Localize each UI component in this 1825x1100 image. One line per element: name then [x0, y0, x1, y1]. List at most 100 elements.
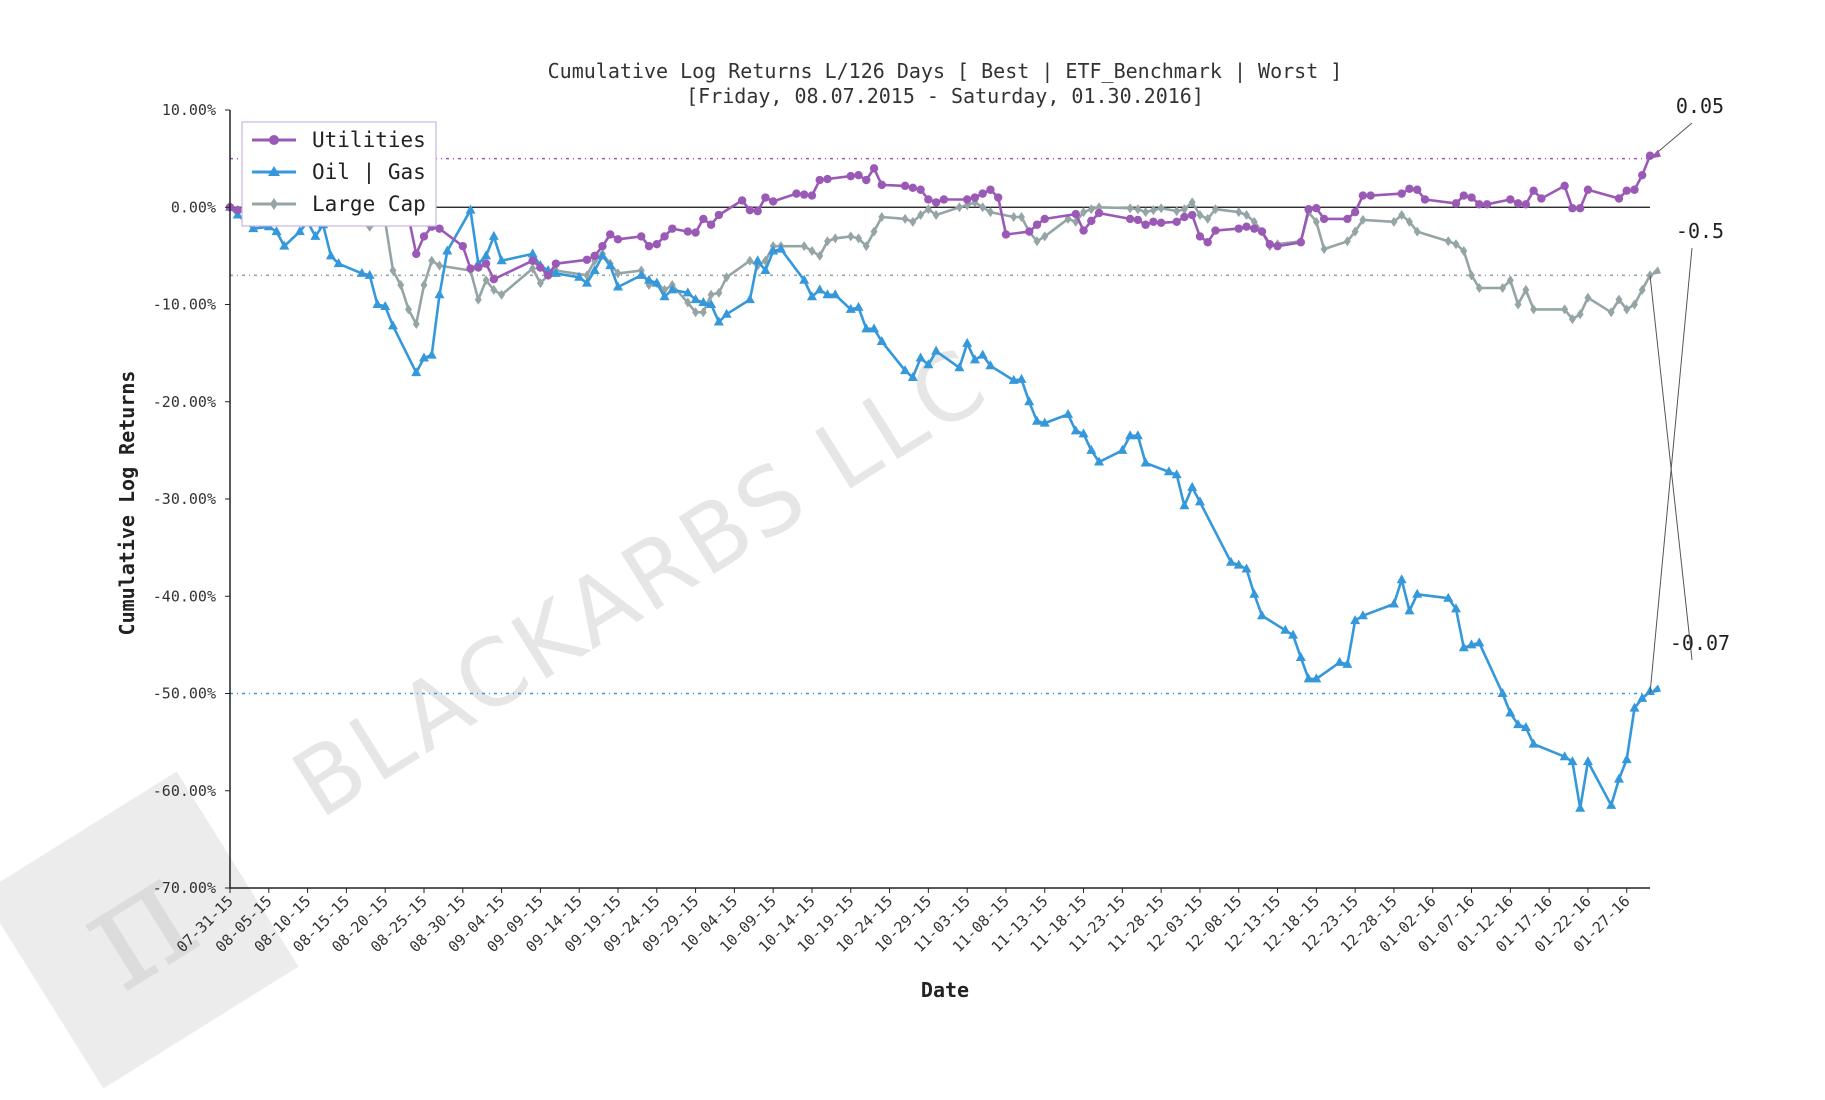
data-point: [659, 291, 670, 301]
data-point: [814, 284, 825, 294]
data-point: [356, 267, 367, 277]
data-point: [589, 264, 600, 274]
data-point: [1250, 224, 1259, 233]
data-point: [1396, 574, 1407, 584]
data-point: [387, 320, 398, 330]
data-point: [582, 255, 592, 264]
data-point: [294, 226, 305, 236]
data-point: [916, 185, 925, 194]
data-point: [1008, 374, 1019, 384]
data-point: [528, 256, 537, 265]
data-point: [667, 284, 678, 294]
data-point: [1087, 216, 1096, 226]
y-tick-label: -20.00%: [153, 393, 216, 411]
data-point: [986, 207, 994, 218]
data-point: [683, 227, 693, 236]
data-point: [536, 263, 545, 272]
data-point: [800, 241, 808, 252]
data-point: [1194, 496, 1205, 506]
data-point: [1312, 216, 1320, 227]
data-point: [1468, 270, 1476, 281]
data-point: [1312, 204, 1321, 213]
data-point: [1179, 500, 1190, 510]
data-point: [1506, 195, 1515, 204]
data-point: [1582, 756, 1593, 766]
data-point: [768, 197, 778, 206]
data-point: [807, 191, 817, 200]
data-point: [1320, 244, 1328, 255]
data-point: [482, 275, 490, 286]
data-point: [822, 289, 833, 299]
data-point: [985, 360, 996, 370]
data-point: [1398, 210, 1406, 221]
legend-diamond-marker: [270, 198, 278, 210]
data-point: [420, 280, 428, 291]
data-point: [1584, 292, 1592, 303]
data-point: [744, 294, 755, 304]
data-point: [853, 301, 864, 311]
data-point: [1475, 200, 1484, 209]
data-point: [1173, 206, 1181, 217]
legend-item-oil-gas: Oil | Gas: [252, 160, 426, 185]
data-point: [591, 255, 599, 266]
data-point: [969, 354, 980, 364]
data-point: [1211, 204, 1219, 215]
data-point: [823, 236, 831, 247]
data-point: [372, 299, 383, 308]
data-point: [380, 300, 391, 310]
data-point: [436, 260, 444, 271]
y-tick-label: -10.00%: [153, 296, 216, 314]
data-point: [1288, 629, 1299, 639]
y-tick-label: -50.00%: [153, 685, 216, 703]
data-point: [1583, 185, 1593, 194]
data-point: [636, 269, 647, 279]
data-point: [389, 265, 397, 276]
data-point: [1475, 282, 1483, 293]
data-point: [1180, 204, 1188, 215]
data-point: [682, 287, 693, 297]
x-axis-ticks: 07-31-1508-05-1508-10-1508-15-1508-20-15…: [173, 888, 1634, 956]
data-point: [1623, 304, 1631, 315]
series-line: [229, 201, 1652, 326]
data-point: [1257, 610, 1268, 620]
data-point: [397, 280, 405, 291]
data-point: [907, 371, 918, 381]
data-point: [1560, 181, 1569, 191]
data-point: [1040, 214, 1049, 224]
data-point: [816, 250, 824, 261]
data-point: [1351, 226, 1359, 237]
data-point: [831, 233, 839, 244]
y-axis-title: Cumulative Log Returns: [115, 371, 139, 636]
data-point: [412, 318, 420, 329]
data-point: [412, 249, 421, 259]
data-point: [1358, 191, 1368, 200]
data-point: [1280, 624, 1291, 634]
data-point: [775, 243, 786, 253]
data-point: [1638, 170, 1647, 180]
y-tick-label: 0.00%: [171, 198, 216, 216]
data-point: [737, 196, 747, 205]
annotation-final-value: 0.05: [1676, 94, 1724, 118]
data-point: [1187, 210, 1197, 220]
data-point: [1629, 702, 1640, 712]
data-point: [1063, 408, 1074, 418]
data-point: [612, 281, 623, 291]
legend-item-utilities: Utilities: [252, 128, 426, 152]
annotation-final-value: -0.5: [1676, 219, 1724, 243]
data-point: [760, 264, 771, 274]
data-point: [1576, 309, 1584, 320]
data-point: [1561, 304, 1569, 315]
data-point: [1010, 211, 1018, 222]
data-point: [1233, 559, 1244, 569]
data-point: [746, 255, 754, 266]
data-point: [1203, 238, 1212, 247]
data-point: [1134, 204, 1142, 215]
data-point: [1211, 226, 1220, 235]
chart-title: Cumulative Log Returns L/126 Days [ Best…: [548, 59, 1343, 83]
data-point: [931, 345, 942, 355]
data-point: [481, 259, 491, 268]
data-point: [1444, 236, 1452, 247]
data-point: [900, 365, 911, 375]
legend-label-large-cap: Large Cap: [312, 192, 426, 216]
